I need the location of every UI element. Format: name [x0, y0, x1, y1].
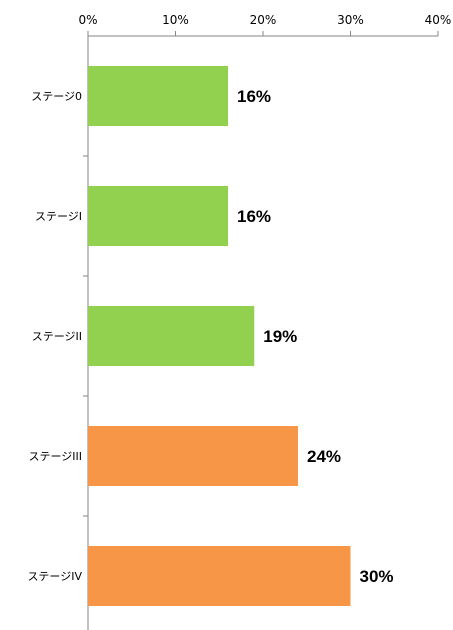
data-label: 24%	[307, 447, 341, 466]
category-label: ステージ0	[31, 90, 82, 103]
category-label: ステージII	[32, 330, 82, 343]
bar[interactable]	[88, 426, 298, 486]
data-label: 16%	[237, 207, 271, 226]
category-label: ステージIII	[28, 450, 82, 463]
data-label: 19%	[263, 327, 297, 346]
category-label: ステージIV	[27, 570, 82, 583]
x-tick-label: 10%	[162, 13, 189, 27]
bar[interactable]	[88, 306, 255, 366]
data-label: 30%	[360, 567, 394, 586]
data-label: 16%	[237, 87, 271, 106]
x-tick-label: 20%	[250, 13, 277, 27]
bar[interactable]	[88, 66, 228, 126]
category-label: ステージI	[35, 210, 82, 223]
x-tick-label: 0%	[78, 13, 97, 27]
bar[interactable]	[88, 546, 351, 606]
x-tick-label: 40%	[425, 13, 452, 27]
bar[interactable]	[88, 186, 228, 246]
x-tick-label: 30%	[337, 13, 364, 27]
